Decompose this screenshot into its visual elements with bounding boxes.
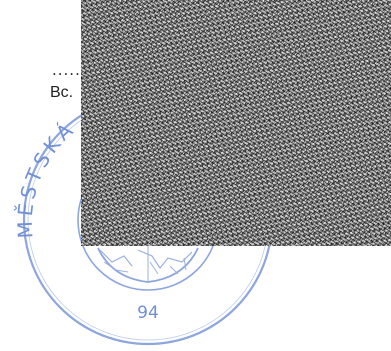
stamp-arc-text: MĚSTSKÁ [13,116,81,239]
signature-dotted-line: ...... [52,61,87,79]
signer-title: Bc. [50,84,74,101]
stamp-number: 94 [137,303,159,323]
redaction-block [81,0,391,246]
coat-of-arms-emblem [97,246,199,283]
